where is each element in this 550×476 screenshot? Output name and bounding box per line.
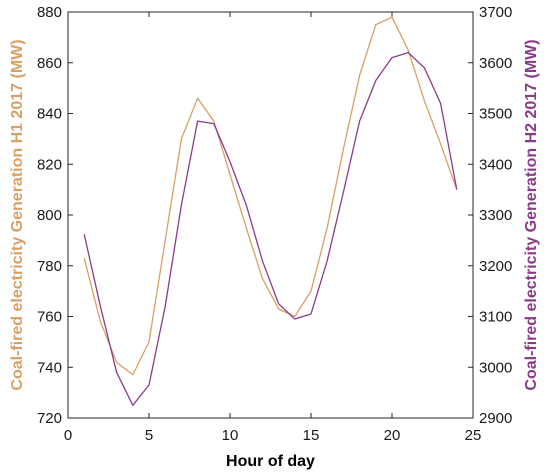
right-y-tick-label: 3300 — [479, 207, 512, 224]
h2-2017-series-line — [83, 51, 458, 406]
right-y-tick-label: 3400 — [479, 156, 512, 173]
left-y-tick-label: 800 — [37, 207, 62, 224]
plot-frame — [67, 11, 474, 419]
left-y-tick-label: 860 — [37, 55, 62, 72]
right-y-tick-label: 3000 — [479, 359, 512, 376]
right-y-tick-label: 3700 — [479, 4, 512, 21]
x-tick-label: 10 — [222, 427, 239, 444]
left-y-tick-label: 840 — [37, 106, 62, 123]
left-y-tick-label: 820 — [37, 156, 62, 173]
right-y-tick-label: 2900 — [479, 410, 512, 427]
x-tick-label: 0 — [64, 427, 72, 444]
x-tick-label: 25 — [465, 427, 482, 444]
left-y-tick-label: 720 — [37, 410, 62, 427]
x-axis-title: Hour of day — [226, 453, 315, 470]
left-y-axis-title: Coal-fired electricity Generation H1 201… — [9, 39, 26, 390]
x-tick-label: 5 — [145, 427, 153, 444]
left-y-tick-label: 760 — [37, 309, 62, 326]
h1-2017-series-line — [83, 16, 458, 376]
right-y-tick-label: 3600 — [479, 55, 512, 72]
left-y-tick-label: 780 — [37, 258, 62, 275]
right-y-tick-label: 3500 — [479, 106, 512, 123]
left-y-tick-label: 740 — [37, 359, 62, 376]
right-y-tick-label: 3200 — [479, 258, 512, 275]
right-y-tick-label: 3100 — [479, 309, 512, 326]
x-tick-label: 15 — [303, 427, 320, 444]
x-tick-label: 20 — [384, 427, 401, 444]
left-y-tick-label: 880 — [37, 4, 62, 21]
right-y-axis-title: Coal-fired electricity Generation H2 201… — [523, 39, 540, 390]
